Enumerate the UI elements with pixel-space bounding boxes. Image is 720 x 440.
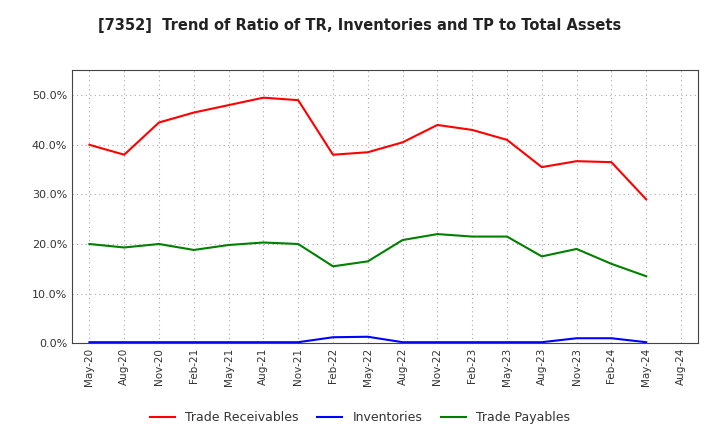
Inventories bbox=[259, 340, 268, 345]
Trade Receivables bbox=[155, 120, 163, 125]
Trade Receivables bbox=[120, 152, 129, 158]
Trade Payables bbox=[468, 234, 477, 239]
Inventories bbox=[364, 334, 372, 339]
Inventories bbox=[398, 340, 407, 345]
Trade Payables bbox=[607, 261, 616, 267]
Trade Receivables bbox=[259, 95, 268, 100]
Inventories bbox=[433, 340, 442, 345]
Trade Receivables bbox=[85, 142, 94, 147]
Inventories bbox=[642, 340, 651, 345]
Trade Payables bbox=[572, 246, 581, 252]
Trade Payables bbox=[503, 234, 511, 239]
Trade Receivables bbox=[398, 139, 407, 145]
Inventories bbox=[85, 340, 94, 345]
Trade Payables bbox=[642, 274, 651, 279]
Text: [7352]  Trend of Ratio of TR, Inventories and TP to Total Assets: [7352] Trend of Ratio of TR, Inventories… bbox=[99, 18, 621, 33]
Trade Receivables bbox=[503, 137, 511, 143]
Inventories bbox=[572, 336, 581, 341]
Trade Receivables bbox=[433, 122, 442, 128]
Trade Payables bbox=[537, 254, 546, 259]
Inventories bbox=[120, 340, 129, 345]
Inventories bbox=[225, 340, 233, 345]
Trade Payables bbox=[189, 247, 198, 253]
Legend: Trade Receivables, Inventories, Trade Payables: Trade Receivables, Inventories, Trade Pa… bbox=[145, 407, 575, 429]
Trade Payables bbox=[155, 242, 163, 247]
Inventories bbox=[537, 340, 546, 345]
Inventories bbox=[294, 340, 302, 345]
Trade Receivables bbox=[572, 158, 581, 164]
Trade Payables bbox=[85, 242, 94, 247]
Trade Receivables bbox=[225, 103, 233, 108]
Trade Receivables bbox=[328, 152, 337, 158]
Trade Receivables bbox=[294, 98, 302, 103]
Trade Payables bbox=[225, 242, 233, 248]
Trade Payables bbox=[328, 264, 337, 269]
Trade Payables bbox=[433, 231, 442, 237]
Inventories bbox=[503, 340, 511, 345]
Trade Payables bbox=[120, 245, 129, 250]
Trade Receivables bbox=[468, 127, 477, 132]
Inventories bbox=[328, 334, 337, 340]
Inventories bbox=[607, 336, 616, 341]
Line: Trade Receivables: Trade Receivables bbox=[89, 98, 647, 199]
Trade Payables bbox=[259, 240, 268, 245]
Trade Payables bbox=[364, 259, 372, 264]
Inventories bbox=[189, 340, 198, 345]
Line: Trade Payables: Trade Payables bbox=[89, 234, 647, 276]
Trade Payables bbox=[294, 242, 302, 247]
Inventories bbox=[155, 340, 163, 345]
Trade Receivables bbox=[537, 165, 546, 170]
Trade Receivables bbox=[364, 150, 372, 155]
Line: Inventories: Inventories bbox=[89, 337, 647, 342]
Inventories bbox=[468, 340, 477, 345]
Trade Receivables bbox=[189, 110, 198, 115]
Trade Receivables bbox=[642, 197, 651, 202]
Trade Receivables bbox=[607, 160, 616, 165]
Trade Payables bbox=[398, 238, 407, 243]
